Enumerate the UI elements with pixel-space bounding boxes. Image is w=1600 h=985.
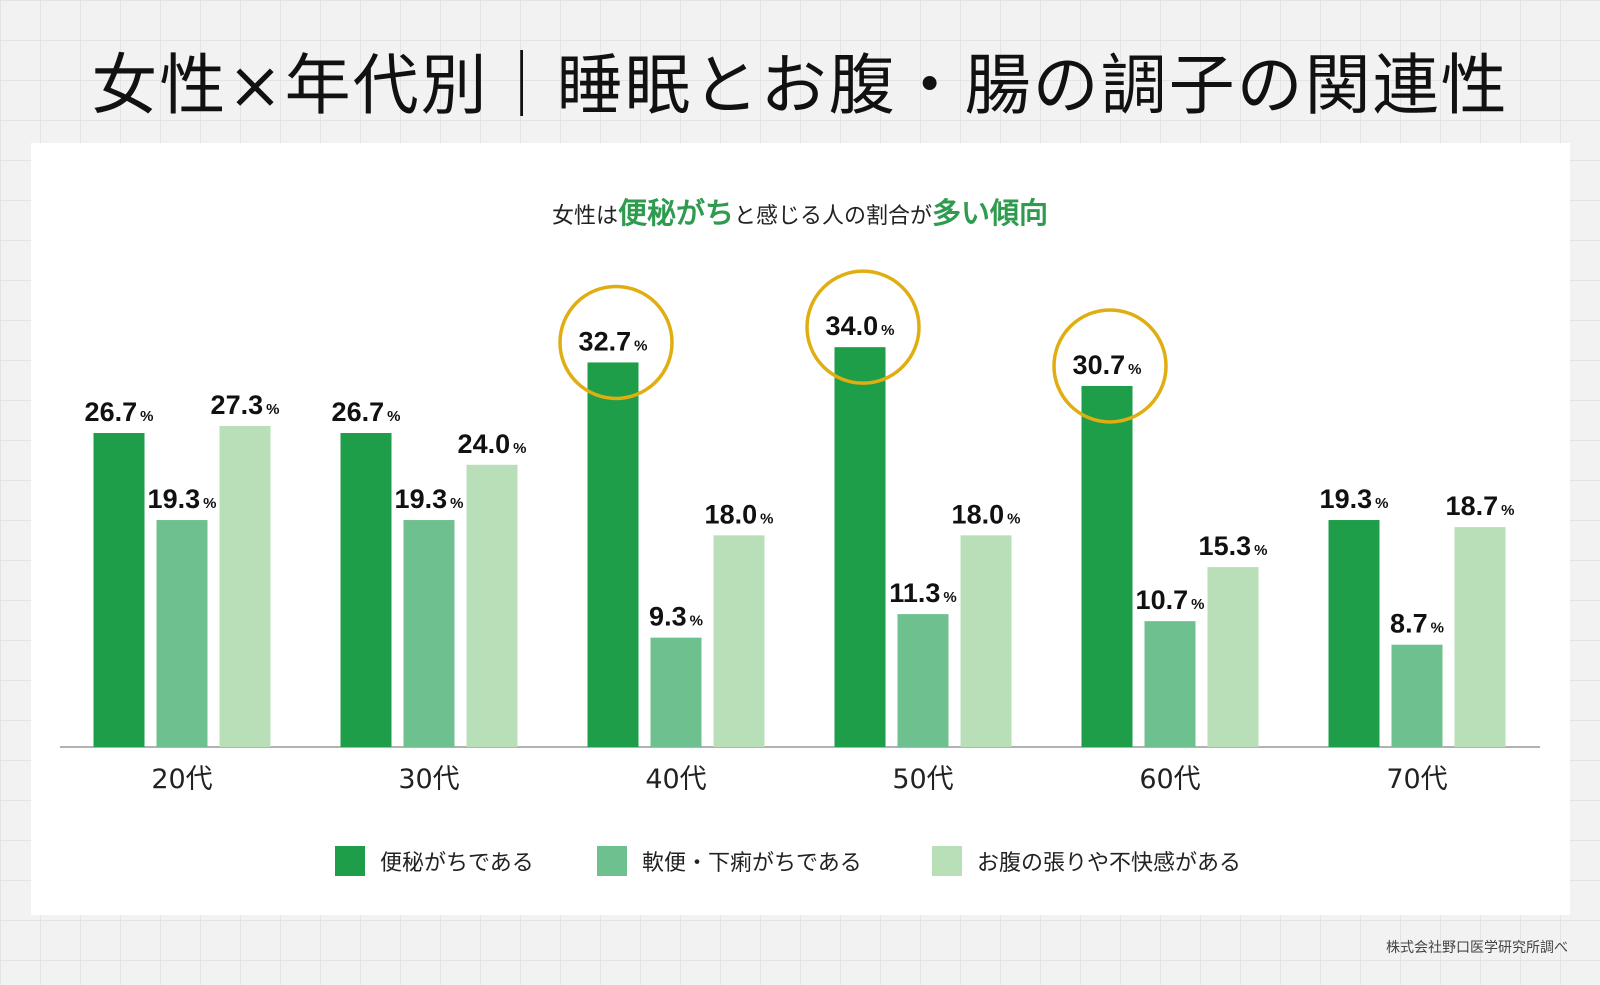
bar — [219, 425, 271, 747]
bar — [1144, 621, 1196, 747]
data-label: 18.0% — [952, 499, 1021, 529]
data-label: 18.7% — [1446, 491, 1515, 521]
data-label: 26.7% — [85, 397, 154, 427]
bar — [1391, 644, 1443, 747]
bar — [156, 520, 208, 747]
x-tick-label: 30代 — [398, 764, 459, 795]
source-note: 株式会社野口医学研究所調べ — [1386, 940, 1568, 956]
bar — [1328, 520, 1380, 747]
data-label: 19.3% — [1320, 484, 1389, 514]
legend-swatch — [335, 846, 365, 876]
data-label: 26.7% — [332, 397, 401, 427]
highlight-circle — [805, 269, 921, 385]
data-label: 8.7% — [1390, 609, 1444, 639]
data-label: 30.7% — [1073, 350, 1142, 380]
data-label: 10.7% — [1136, 585, 1205, 615]
x-tick-label: 50代 — [892, 764, 953, 795]
legend-label: 軟便・下痢がちである — [642, 851, 862, 876]
bar — [834, 347, 886, 747]
data-label: 18.0% — [705, 499, 774, 529]
x-tick-label: 20代 — [151, 764, 212, 795]
data-label: 24.0% — [458, 429, 527, 459]
bar — [897, 614, 949, 747]
legend-swatch — [597, 846, 627, 876]
page-title: 女性×年代別｜睡眠とお腹・腸の調子の関連性 — [91, 47, 1509, 124]
legend-swatch — [932, 846, 962, 876]
highlight-circle — [1052, 308, 1168, 424]
subtitle-text: 女性は — [551, 204, 618, 229]
x-tick-label: 40代 — [645, 764, 706, 795]
bar — [1207, 567, 1259, 747]
data-label: 34.0% — [826, 311, 895, 341]
legend-label: 便秘がちである — [380, 851, 534, 876]
bar — [466, 464, 518, 747]
chart-subtitle: 女性は便秘がちと感じる人の割合が多い傾向 — [0, 190, 1600, 232]
bar — [587, 362, 639, 747]
data-label: 27.3% — [211, 390, 280, 420]
bar — [1454, 527, 1506, 747]
data-label: 19.3% — [395, 484, 464, 514]
subtitle-highlight: 多い傾向 — [932, 196, 1049, 230]
bar — [1081, 385, 1133, 747]
data-label: 9.3% — [649, 602, 703, 632]
data-label: 15.3% — [1199, 531, 1268, 561]
bar — [340, 433, 392, 747]
chart-panel — [31, 143, 1570, 915]
bar — [650, 637, 702, 747]
bar — [93, 433, 145, 747]
subtitle-highlight: 便秘がち — [617, 196, 734, 230]
legend-label: お腹の張りや不快感がある — [977, 851, 1241, 876]
bar — [960, 535, 1012, 747]
bar — [403, 520, 455, 747]
bar — [713, 535, 765, 747]
data-label: 32.7% — [579, 326, 648, 356]
highlight-circle — [558, 284, 674, 401]
x-tick-label: 70代 — [1386, 764, 1447, 795]
x-tick-label: 60代 — [1139, 764, 1200, 795]
subtitle-text: と感じる人の割合が — [734, 204, 933, 229]
data-label: 11.3% — [889, 578, 956, 608]
data-label: 19.3% — [148, 484, 217, 514]
